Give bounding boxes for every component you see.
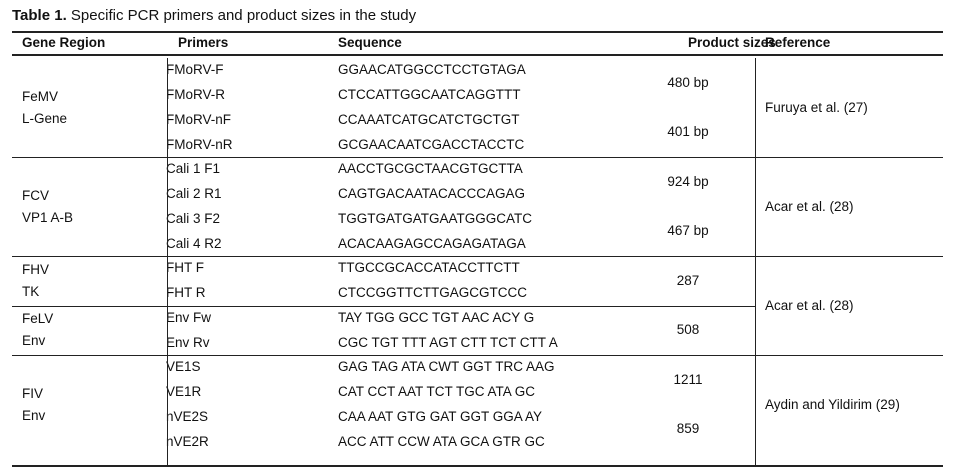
primer-name: Cali 1 F1 (166, 161, 221, 177)
primer-name: Cali 2 R1 (166, 186, 222, 202)
gene-region: FIV (22, 385, 44, 401)
primer-name: VE1R (166, 384, 202, 400)
gene-region: FHV (22, 261, 49, 277)
primer-sequence: GAG TAG ATA CWT GGT TRC AAG (338, 359, 555, 375)
primer-sequence: GGAACATGGCCTCCTGTAGA (338, 62, 526, 78)
primer-name: Env Fw (166, 309, 212, 325)
rule (167, 58, 168, 465)
gene-region: FeLV (22, 311, 54, 327)
gene-region: TK (22, 283, 40, 299)
primer-name: VE1S (166, 359, 201, 375)
rule (12, 305, 755, 307)
primer-name: Env Rv (166, 334, 210, 350)
product-size: 287 (676, 272, 700, 288)
table-caption: Table 1. Specific PCR primers and produc… (12, 7, 416, 24)
column-header: Product sizes (688, 35, 776, 50)
column-header: Primers (178, 35, 229, 50)
primer-sequence: ACACAAGAGCCAGAGATAGA (338, 235, 526, 251)
gene-region: VP1 A-B (22, 209, 74, 225)
product-size: 1211 (673, 371, 703, 387)
primer-name: nVE2S (166, 408, 209, 424)
rule (12, 54, 943, 56)
primer-sequence: AACCTGCGCTAACGTGCTTA (338, 161, 523, 177)
primer-name: FMoRV-nF (166, 111, 232, 127)
product-size: 924 bp (667, 173, 709, 189)
caption-label: Table 1. (12, 7, 67, 24)
primer-sequence: CAGTGACAATACACCCAGAG (338, 186, 526, 202)
primer-name: FHT R (166, 285, 206, 301)
rule (12, 157, 943, 158)
rule (12, 355, 943, 356)
rule (12, 256, 943, 257)
primer-name: nVE2R (166, 433, 209, 449)
primer-name: FHT F (166, 260, 204, 276)
gene-region: Env (22, 333, 46, 349)
primer-name: Cali 3 F2 (166, 210, 221, 226)
column-header: Reference (765, 35, 831, 50)
column-header: Gene Region (22, 35, 106, 50)
primer-sequence: CCAAATCATGCATCTGCTGT (338, 111, 520, 127)
reference: Aydin and Yildirim (29) (765, 396, 900, 412)
product-size: 508 (676, 322, 700, 338)
reference: Acar et al. (28) (765, 198, 854, 214)
primer-sequence: CAA AAT GTG GAT GGT GGA AY (338, 408, 543, 424)
reference: Acar et al. (28) (765, 297, 854, 313)
primer-sequence: GCGAACAATCGACCTACCTC (338, 136, 525, 152)
primer-name: FMoRV-nR (166, 136, 233, 152)
gene-region: L-Gene (22, 110, 68, 126)
gene-region: FeMV (22, 88, 59, 104)
column-header: Sequence (338, 35, 402, 50)
primer-sequence: CGC TGT TTT AGT CTT TCT CTT A (338, 334, 558, 350)
primer-sequence: TTGCCGCACCATACCTTCTT (338, 260, 520, 276)
primer-sequence: CAT CCT AAT TCT TGC ATA GC (338, 384, 536, 400)
product-size: 480 bp (667, 74, 709, 90)
caption-text: Specific PCR primers and product sizes i… (70, 7, 417, 24)
primer-sequence: TGGTGATGATGAATGGGCATC (338, 210, 532, 226)
gene-region: FCV (22, 187, 49, 203)
rule (12, 31, 943, 33)
primer-sequence: ACC ATT CCW ATA GCA GTR GC (338, 433, 545, 449)
product-size: 467 bp (667, 223, 709, 239)
rule (12, 465, 943, 467)
rule (755, 58, 756, 465)
primer-name: Cali 4 R2 (166, 235, 222, 251)
primer-name: FMoRV-R (166, 87, 226, 103)
product-size: 401 bp (667, 124, 709, 140)
primer-sequence: TAY TGG GCC TGT AAC ACY G (338, 309, 535, 325)
reference: Furuya et al. (27) (765, 99, 868, 115)
gene-region: Env (22, 407, 46, 423)
primer-sequence: CTCCGGTTCTTGAGCGTCCC (338, 285, 527, 301)
primer-sequence: CTCCATTGGCAATCAGGTTT (338, 87, 521, 103)
primer-name: FMoRV-F (166, 62, 224, 78)
product-size: 859 (676, 421, 700, 437)
